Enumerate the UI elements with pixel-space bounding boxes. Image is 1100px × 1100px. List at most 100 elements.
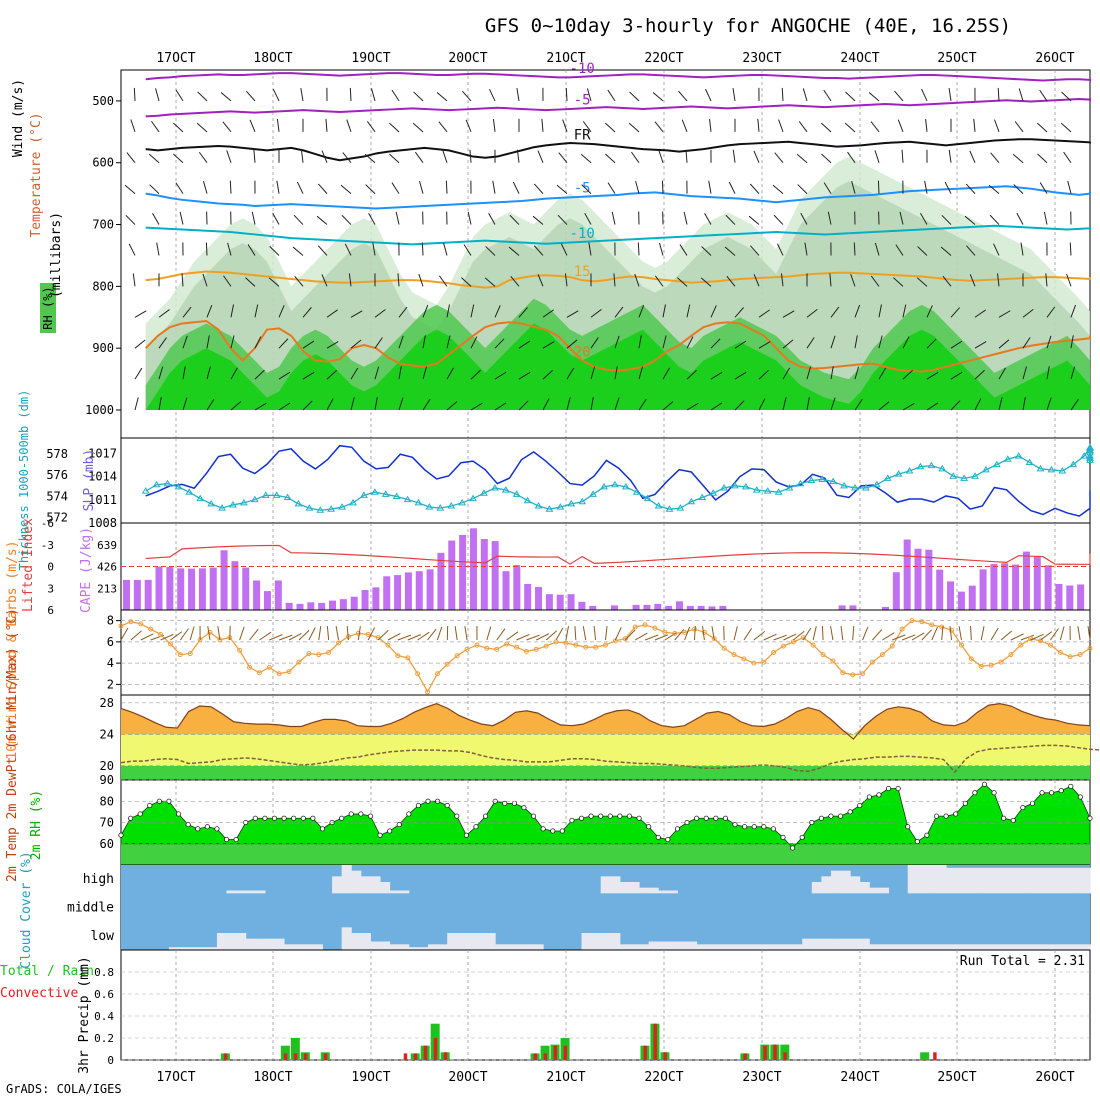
upper-wind-barb bbox=[516, 149, 520, 163]
thickness-point bbox=[447, 502, 456, 509]
cape-bar bbox=[513, 565, 521, 610]
upper-wind-barb bbox=[942, 275, 952, 287]
upper-wind-barb bbox=[230, 335, 235, 349]
slp-tick-label: 1017 bbox=[88, 446, 117, 460]
rh2m-point bbox=[617, 813, 623, 819]
cloud-low-bar bbox=[802, 938, 813, 950]
upper-wind-barb bbox=[899, 211, 904, 225]
upper-ylabel-temp: Temperature (°C) bbox=[29, 112, 44, 237]
wind10m-barb bbox=[783, 633, 797, 641]
upper-wind-barb bbox=[175, 89, 184, 102]
upper-wind-barb bbox=[920, 213, 928, 225]
cloud-low-bar bbox=[840, 938, 851, 950]
cloud-high-bar bbox=[840, 870, 851, 894]
upper-wind-barb bbox=[488, 88, 496, 102]
upper-wind-barb bbox=[782, 397, 787, 411]
wind10m-ylabel: 10m Wind Speed & Barbs (m/s) bbox=[5, 540, 20, 759]
upper-wind-barb bbox=[292, 246, 304, 256]
upper-wind-barb bbox=[533, 183, 544, 194]
cloud-low-bar bbox=[888, 944, 899, 950]
upper-wind-barb bbox=[321, 150, 328, 163]
rh2m-point bbox=[636, 815, 642, 821]
time-label-top: 21OCT bbox=[546, 51, 585, 66]
upper-wind-barb bbox=[847, 151, 856, 164]
upper-wind-barb bbox=[419, 180, 424, 194]
cape-bar bbox=[556, 594, 564, 610]
run-total-label: Run Total = 2.31 bbox=[960, 954, 1085, 969]
upper-wind-barb bbox=[533, 245, 544, 256]
cape-bar bbox=[838, 605, 846, 610]
thickness-point bbox=[1086, 454, 1094, 461]
cloud-level-label: high bbox=[83, 872, 114, 887]
wind10m-point bbox=[958, 642, 964, 648]
upper-wind-barb bbox=[254, 304, 259, 318]
wind10m-barb bbox=[711, 626, 715, 641]
cloud-high-bar bbox=[370, 876, 381, 894]
thickness-point bbox=[240, 498, 248, 506]
upper-wind-barb bbox=[173, 153, 184, 164]
pressure-tick-label: 700 bbox=[92, 218, 114, 232]
wind10m-point bbox=[968, 656, 974, 662]
wind10m-point bbox=[1057, 650, 1063, 655]
wind10m-point bbox=[138, 621, 144, 627]
upper-wind-barb bbox=[346, 119, 352, 132]
upper-wind-barb bbox=[438, 121, 448, 133]
wind10m-barb bbox=[279, 634, 293, 641]
thickness-tick-label: 574 bbox=[46, 489, 68, 503]
upper-wind-barb bbox=[254, 369, 265, 380]
upper-wind-barb bbox=[124, 184, 136, 195]
cape-bar bbox=[567, 594, 575, 610]
thickness-point bbox=[218, 504, 226, 511]
rh-band-below-60 bbox=[121, 843, 1090, 865]
wind10m-point bbox=[405, 655, 411, 661]
cloud-high-bar bbox=[1022, 867, 1033, 894]
thickness-point bbox=[360, 491, 368, 498]
cloud-low-bar bbox=[744, 944, 755, 950]
upper-wind-barb bbox=[374, 397, 378, 411]
upper-wind-barb bbox=[134, 310, 147, 318]
precip-conv-bar bbox=[403, 1053, 408, 1060]
cape-bar bbox=[979, 569, 987, 610]
upper-wind-barb bbox=[1037, 153, 1048, 164]
rh2m-point bbox=[943, 813, 949, 819]
upper-wind-barb bbox=[152, 213, 160, 225]
wind10m-barb bbox=[506, 631, 519, 641]
cloud-low-bar bbox=[466, 933, 477, 950]
time-label-top: 19OCT bbox=[351, 51, 390, 66]
precip-conv-bar bbox=[563, 1045, 568, 1060]
cloud-low-bar bbox=[706, 944, 717, 950]
wind10m-point bbox=[711, 636, 717, 642]
upper-wind-barb bbox=[158, 309, 170, 318]
wind10m-point bbox=[385, 642, 391, 648]
wind10m-point bbox=[869, 659, 875, 665]
upper-wind-barb bbox=[989, 214, 1000, 225]
upper-wind-barb bbox=[206, 398, 215, 411]
thickness-point bbox=[349, 498, 357, 506]
isotherm-label: -10 bbox=[570, 226, 595, 242]
cloud-low-bar bbox=[591, 933, 602, 950]
upper-wind-barb bbox=[950, 307, 961, 318]
precip-conv-bar bbox=[543, 1053, 548, 1060]
wind10m-point bbox=[830, 658, 836, 664]
upper-wind-barb bbox=[560, 243, 568, 256]
precip-tick-label: 0.4 bbox=[94, 1010, 114, 1023]
upper-wind-barb bbox=[830, 397, 836, 411]
slp-tick-label: 1008 bbox=[88, 516, 117, 530]
rh2m-point bbox=[310, 815, 316, 821]
cloud-high-bar bbox=[629, 882, 640, 894]
cloud-high-bar bbox=[351, 870, 362, 894]
thickness-point bbox=[600, 482, 608, 490]
upper-wind-barb bbox=[662, 335, 667, 349]
upper-wind-barb bbox=[222, 121, 232, 133]
upper-wind-barb bbox=[370, 88, 376, 102]
wind10m-point bbox=[939, 624, 945, 630]
cloud-level-label: low bbox=[91, 929, 115, 944]
rh2m-point bbox=[511, 800, 517, 806]
wind10m-point bbox=[444, 661, 450, 667]
cloud-low-bar bbox=[264, 938, 276, 950]
cloud-high-bar bbox=[360, 876, 371, 894]
wind10m-barb bbox=[980, 626, 985, 641]
upper-wind-barb bbox=[635, 180, 640, 194]
pressure-tick-label: 600 bbox=[92, 156, 114, 170]
